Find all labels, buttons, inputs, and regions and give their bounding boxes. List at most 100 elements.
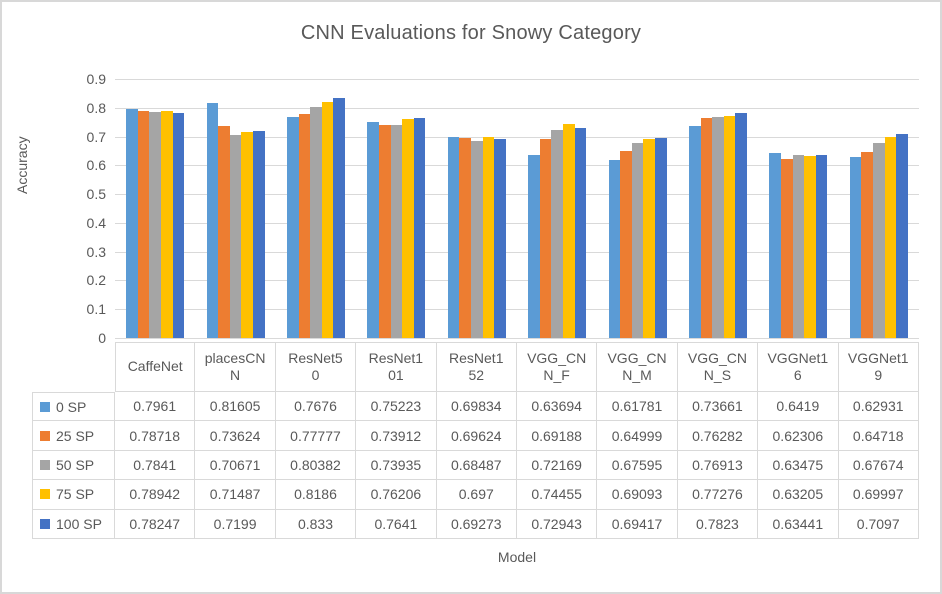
table-value-cell: 0.80382: [275, 450, 357, 481]
bar: [241, 132, 253, 338]
y-tick-label: 0.1: [86, 301, 106, 318]
bar: [287, 117, 299, 338]
table-header-cell: ResNet5 0: [275, 342, 357, 392]
table-value-cell: 0.62931: [838, 392, 919, 422]
category-column: [115, 79, 195, 338]
bar: [574, 128, 587, 338]
table-value-cell: 0.7097: [838, 509, 919, 539]
bar: [884, 136, 897, 338]
table-value-cell: 0.72169: [516, 450, 598, 481]
table-value-cell: 0.78942: [115, 480, 196, 510]
bar: [735, 112, 748, 338]
table-value-cell: 0.70671: [195, 450, 276, 481]
table-value-cell: 0.78718: [115, 421, 196, 451]
bar: [447, 137, 460, 338]
bar: [528, 154, 540, 338]
chart-title: CNN Evaluations for Snowy Category: [300, 22, 642, 44]
table-header-cell: CaffeNet: [115, 342, 196, 392]
table-value-cell: 0.63205: [758, 480, 839, 510]
bar: [861, 151, 874, 338]
table-value-cell: 0.69093: [597, 480, 678, 510]
legend-cell: 0 SP: [32, 392, 115, 422]
category-column: [356, 79, 436, 338]
gridline: [115, 136, 919, 138]
gridline: [115, 107, 919, 109]
table-value-cell: 0.69624: [436, 421, 517, 451]
table-header-cell: VGG_CN N_S: [677, 342, 759, 392]
bar: [367, 121, 380, 338]
bar: [608, 160, 621, 338]
table-header-cell: placesCN N: [195, 342, 276, 392]
table-value-cell: 0.63475: [758, 450, 839, 481]
table-value-cell: 0.74455: [516, 480, 598, 510]
gridline: [115, 280, 919, 282]
legend-label: 0 SP: [56, 398, 87, 415]
category-column: [517, 79, 597, 338]
table-value-cell: 0.67674: [838, 450, 919, 481]
table-value-cell: 0.64999: [597, 421, 678, 451]
bar: [631, 143, 644, 338]
y-tick-label: 0.6: [86, 157, 106, 174]
table-value-cell: 0.7641: [356, 509, 437, 539]
bar: [804, 156, 816, 338]
table-value-cell: 0.69417: [597, 509, 678, 539]
bar: [298, 114, 311, 338]
table-header-cell: VGGNet1 9: [838, 342, 919, 392]
table-value-cell: 0.69273: [436, 509, 517, 539]
table-header-cell: ResNet1 01: [356, 342, 437, 392]
table-value-cell: 0.697: [436, 480, 517, 510]
table-header-cell: ResNet1 52: [436, 342, 517, 392]
y-tick-label: 0.4: [86, 214, 106, 231]
gridline: [115, 309, 919, 311]
legend-cell: 100 SP: [32, 509, 115, 539]
bar: [689, 126, 701, 338]
category-column: [758, 79, 838, 338]
gridline: [115, 194, 919, 196]
data-table: CaffeNet placesCN N ResNet5 0 ResNet1 01 Res…: [32, 342, 919, 539]
table-value-cell: 0.7823: [677, 509, 759, 539]
bar: [781, 158, 793, 338]
table-value-cell: 0.69188: [516, 421, 598, 451]
y-tick-label: 0.8: [86, 99, 106, 116]
table-header-cell: VGGNet1 6: [758, 342, 839, 392]
category-column: [437, 79, 517, 338]
legend-swatch: [40, 489, 50, 500]
bar: [253, 130, 265, 338]
bar: [402, 118, 414, 338]
category-column: [597, 79, 677, 338]
legend-swatch: [40, 518, 50, 529]
table-value-cell: 0.78247: [115, 509, 196, 539]
bar: [310, 106, 322, 338]
bar: [161, 110, 173, 338]
bar: [769, 153, 782, 338]
bar: [815, 155, 828, 338]
bar: [494, 138, 506, 338]
gridline: [115, 338, 919, 339]
legend-label: 100 SP: [56, 515, 102, 532]
table-value-cell: 0.76913: [677, 450, 759, 481]
gridline: [115, 165, 919, 167]
bar: [471, 140, 483, 338]
table-header-cell: VGG_CN N_F: [516, 342, 598, 392]
bar: [459, 137, 472, 338]
gridline: [115, 222, 919, 224]
table-value-cell: 0.69834: [436, 392, 517, 422]
table-value-cell: 0.7676: [275, 392, 357, 422]
legend-label: 25 SP: [56, 427, 95, 444]
bar: [712, 116, 724, 338]
bar: [218, 126, 230, 338]
legend-cell: 50 SP: [32, 450, 115, 481]
category-column: [276, 79, 356, 338]
legend-label: 75 SP: [56, 486, 95, 503]
table-value-cell: 0.833: [275, 509, 357, 539]
table-value-cell: 0.7199: [195, 509, 276, 539]
table-value-cell: 0.73935: [356, 450, 437, 481]
bar: [172, 112, 185, 338]
bar: [321, 102, 334, 338]
bar: [126, 108, 138, 338]
table-corner-cell: [32, 342, 115, 392]
category-column: [678, 79, 758, 338]
bar: [390, 125, 403, 338]
bar: [643, 139, 656, 338]
